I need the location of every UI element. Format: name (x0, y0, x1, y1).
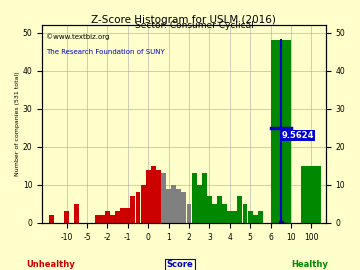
Bar (222, 204, 227, 223)
Bar (100, 215, 105, 223)
Bar (186, 204, 192, 223)
Bar (49, 215, 54, 223)
Bar (176, 188, 181, 223)
Bar (166, 188, 171, 223)
Text: ©www.textbiz.org: ©www.textbiz.org (46, 33, 110, 40)
Bar (110, 215, 115, 223)
Bar (181, 192, 186, 223)
Text: The Research Foundation of SUNY: The Research Foundation of SUNY (46, 49, 165, 55)
Bar (192, 173, 197, 223)
Bar (270, 40, 291, 223)
Bar (207, 196, 212, 223)
Bar (125, 208, 130, 223)
Bar (120, 208, 125, 223)
Bar (227, 211, 232, 223)
Bar (130, 196, 135, 223)
Y-axis label: Number of companies (531 total): Number of companies (531 total) (15, 72, 20, 176)
Title: Z-Score Histogram for USLM (2016): Z-Score Histogram for USLM (2016) (91, 15, 276, 25)
Bar (202, 173, 207, 223)
Bar (64, 211, 69, 223)
Bar (233, 211, 237, 223)
Bar (253, 215, 258, 223)
Bar (197, 185, 202, 223)
Bar (146, 170, 151, 223)
Bar (75, 204, 79, 223)
Bar (217, 196, 222, 223)
Bar (156, 170, 161, 223)
Bar (161, 173, 166, 223)
Text: Sector: Consumer Cyclical: Sector: Consumer Cyclical (135, 21, 254, 30)
Bar (151, 166, 156, 223)
Bar (171, 185, 176, 223)
Text: Healthy: Healthy (291, 260, 328, 269)
Bar (141, 185, 145, 223)
Bar (301, 166, 321, 223)
Bar (115, 211, 120, 223)
Bar (258, 211, 263, 223)
Bar (136, 192, 140, 223)
Text: Unhealthy: Unhealthy (26, 260, 75, 269)
Text: 9.5624: 9.5624 (282, 131, 314, 140)
Bar (105, 211, 110, 223)
Bar (243, 204, 247, 223)
Bar (248, 211, 253, 223)
Bar (238, 196, 242, 223)
Text: Score: Score (167, 260, 193, 269)
Bar (212, 204, 217, 223)
Bar (95, 215, 100, 223)
